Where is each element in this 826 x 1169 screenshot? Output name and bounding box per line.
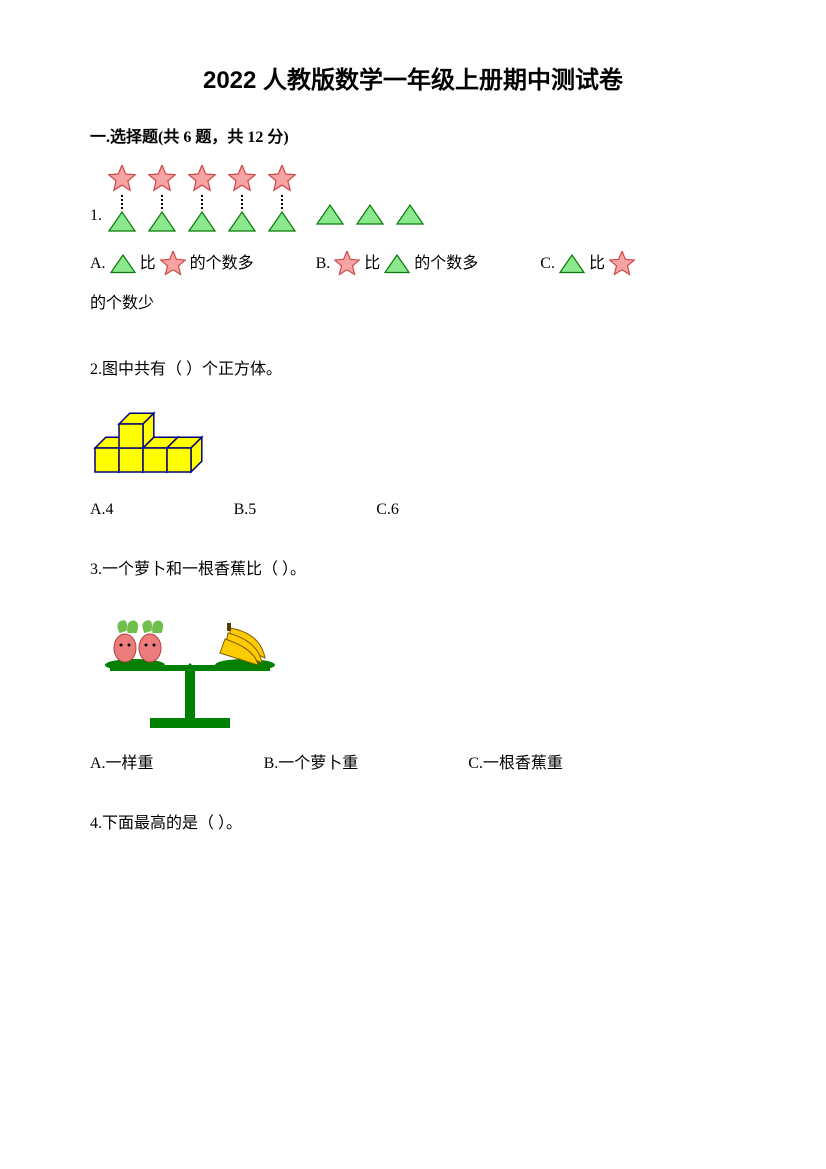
q1-optC-prefix: C.: [540, 244, 555, 284]
q3-optC: C.一根香蕉重: [468, 749, 563, 773]
q3-text: 3.一个萝卜和一根香蕉比（ ）。: [90, 555, 736, 579]
q2-options: A.4 B.5 C.6: [90, 501, 736, 519]
q1-optB-suffix: 的个数多: [414, 244, 478, 284]
q3-optA: A.一样重: [90, 749, 154, 773]
q3-options: A.一样重 B.一个萝卜重 C.一根香蕉重: [90, 749, 736, 773]
q4-text: 4.下面最高的是（ ）。: [90, 809, 736, 833]
q1-figure: 1.: [90, 165, 736, 232]
triangle-icon: [110, 254, 136, 274]
q1-options: A. 比 的个数多 B. 比 的个数多 C. 比: [90, 244, 736, 284]
q2-text: 2.图中共有（ ）个正方体。: [90, 355, 736, 379]
triangle-icon: [559, 254, 585, 274]
q2-optA: A.4: [90, 501, 114, 519]
q3-scale: [90, 593, 736, 733]
triangle-icon: [384, 254, 410, 274]
star-icon: [334, 251, 360, 277]
star-icon: [609, 251, 635, 277]
q2-optB: B.5: [234, 501, 257, 519]
q1-optC-mid: 比: [589, 244, 605, 284]
q1-optA-suffix: 的个数多: [190, 244, 254, 284]
q1-number: 1.: [90, 165, 102, 225]
q1-optB-prefix: B.: [316, 244, 331, 284]
q3-optB: B.一个萝卜重: [264, 749, 359, 773]
page-title: 2022 人教版数学一年级上册期中测试卷: [90, 60, 736, 95]
q2-optC: C.6: [376, 501, 399, 519]
q1-optB-mid: 比: [364, 244, 380, 284]
q1-line2: 的个数少: [90, 290, 736, 319]
star-icon: [160, 251, 186, 277]
q1-optA-prefix: A.: [90, 244, 106, 284]
q1-optA-mid: 比: [140, 244, 156, 284]
q2-cubes: [90, 393, 736, 483]
section-header: 一.选择题(共 6 题，共 12 分): [90, 123, 736, 147]
